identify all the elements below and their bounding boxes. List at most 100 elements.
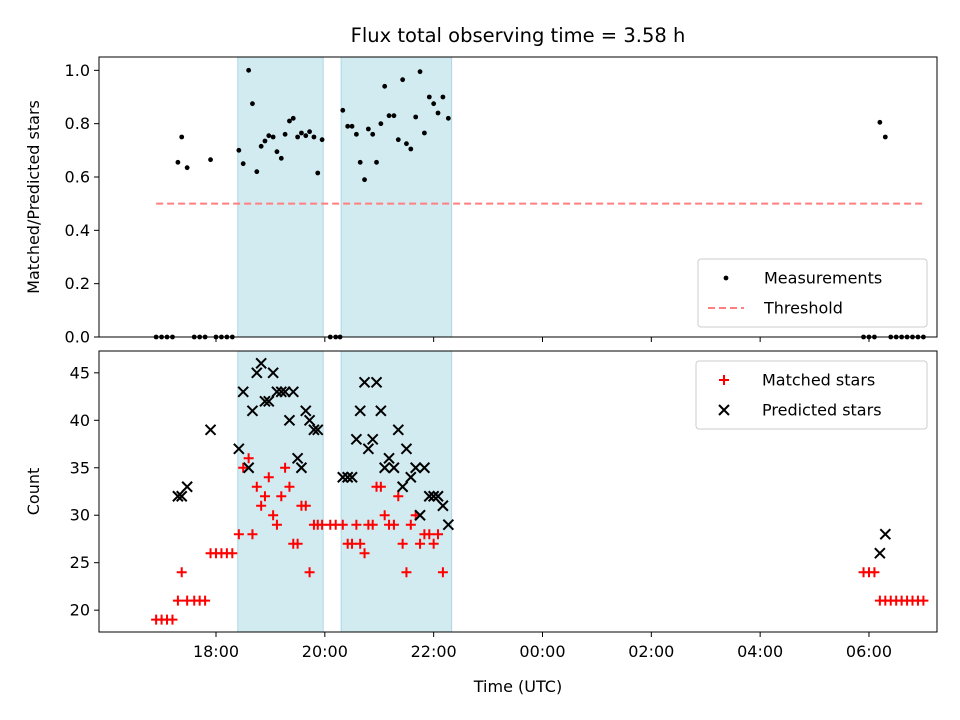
data-point <box>437 567 448 578</box>
data-point <box>359 548 370 559</box>
data-point <box>300 405 312 417</box>
y-tick-label: 40 <box>70 411 90 430</box>
y-tick-label: 0.8 <box>65 114 90 133</box>
data-point <box>397 538 408 549</box>
y-tick-label: 0.4 <box>65 221 90 240</box>
data-point <box>279 386 291 398</box>
legend-label: Predicted stars <box>762 401 882 420</box>
data-point <box>400 77 406 83</box>
data-point <box>303 414 316 427</box>
data-point <box>184 165 190 171</box>
y-tick-label: 0.0 <box>65 328 90 347</box>
data-point <box>874 547 886 559</box>
data-point <box>275 386 287 398</box>
data-point <box>236 147 242 153</box>
data-point <box>882 134 888 140</box>
data-point <box>426 94 432 100</box>
data-point <box>427 490 440 502</box>
data-point <box>388 462 400 474</box>
data-point <box>263 472 274 483</box>
data-point <box>299 130 304 136</box>
data-point <box>237 386 249 398</box>
data-point <box>358 376 371 389</box>
data-point <box>311 134 317 140</box>
data-point <box>337 471 349 483</box>
data-point <box>284 481 295 492</box>
y-tick-label: 0.2 <box>65 274 90 293</box>
data-point <box>172 595 183 606</box>
x-tick-label: 22:00 <box>411 642 457 661</box>
bottom-legend: Matched stars Predicted stars <box>695 360 928 430</box>
data-point <box>357 159 363 165</box>
data-point <box>354 405 366 417</box>
data-point <box>172 490 184 502</box>
data-point <box>242 462 255 474</box>
data-point <box>437 500 449 512</box>
data-point <box>423 490 436 502</box>
data-point <box>271 386 283 398</box>
data-point <box>179 134 185 140</box>
data-point <box>246 405 259 417</box>
data-point <box>312 424 324 436</box>
data-point <box>393 491 404 502</box>
data-point <box>395 137 401 143</box>
y-tick-label: 0.6 <box>65 168 90 187</box>
data-point <box>409 462 422 474</box>
data-point <box>270 134 276 140</box>
data-point <box>378 121 384 127</box>
data-point <box>274 149 280 155</box>
legend-box <box>697 258 928 328</box>
data-point <box>428 538 439 549</box>
bottom-y-axis-label: Count <box>24 468 43 516</box>
data-point <box>303 133 309 139</box>
data-point <box>259 491 270 502</box>
data-point <box>176 490 188 502</box>
data-point <box>367 433 379 445</box>
data-point <box>375 481 386 492</box>
data-point <box>258 143 264 149</box>
shaded-interval <box>237 56 324 338</box>
series-predicted-stars <box>172 357 892 559</box>
data-point <box>445 115 451 121</box>
data-point <box>251 481 262 492</box>
data-point <box>396 481 409 493</box>
data-point <box>388 519 399 530</box>
data-point <box>300 500 311 511</box>
top-panel: 0.0 0.2 0.4 0.6 0.8 1.0 Flux total observing … <box>24 24 938 347</box>
data-point <box>233 443 245 455</box>
data-point <box>259 395 271 408</box>
bottom-y-ticks: 20 25 30 35 40 45 <box>70 363 99 620</box>
legend-label: Matched stars <box>762 371 875 390</box>
x-axis-label: Time (UTC) <box>473 677 562 696</box>
data-point <box>431 101 437 107</box>
y-tick-label: 25 <box>70 553 90 572</box>
chart-title: Flux total observing time = 3.58 h <box>351 24 686 47</box>
top-axes-frame <box>98 56 938 338</box>
data-point <box>375 405 387 417</box>
legend-swatch <box>719 375 729 385</box>
data-point <box>386 113 392 119</box>
data-point <box>370 131 376 137</box>
data-point <box>295 462 308 474</box>
top-y-axis-label: Matched/Predicted stars <box>24 100 43 294</box>
x-tick-label: 20:00 <box>302 642 348 661</box>
data-point <box>315 170 321 176</box>
data-point <box>349 123 355 129</box>
x-tick-label: 00:00 <box>519 642 565 661</box>
data-point <box>204 424 217 436</box>
x-tick-label: 02:00 <box>628 642 674 661</box>
data-point <box>233 529 244 540</box>
data-point <box>291 452 304 464</box>
legend-label: Threshold <box>763 299 843 318</box>
x-tick-label: 04:00 <box>737 642 783 661</box>
series-matched-stars <box>151 453 929 625</box>
data-point <box>355 538 366 549</box>
data-point <box>417 69 423 75</box>
data-point <box>268 510 279 521</box>
data-point <box>374 159 379 165</box>
data-point <box>351 519 362 530</box>
data-point <box>280 462 291 473</box>
data-point <box>404 141 409 147</box>
legend-label: Measurements <box>764 269 882 288</box>
data-point <box>287 118 292 124</box>
